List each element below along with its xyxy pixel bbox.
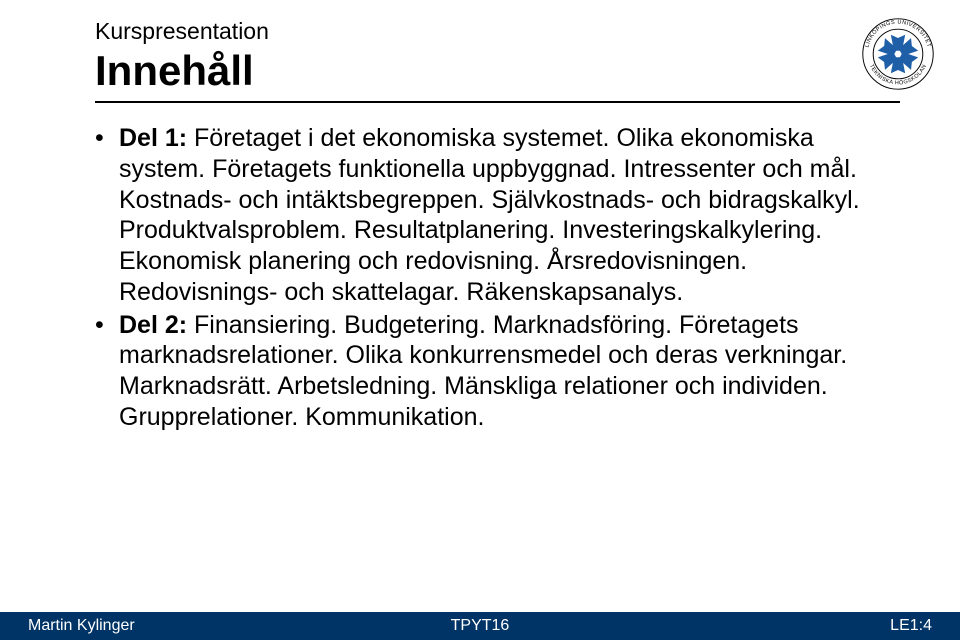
slide-subtitle: Kurspresentation: [95, 18, 900, 45]
university-logo: LINKÖPINGS UNIVERSITET TEKNISKA HÖGSKOLA…: [858, 14, 938, 94]
list-item-lead: Del 2:: [119, 311, 187, 339]
list-item-body: Företaget i det ekonomiska systemet. Oli…: [119, 124, 860, 306]
slide-body: Del 1: Företaget i det ekonomiska system…: [95, 123, 900, 433]
list-item-body: Finansiering. Budgetering. Marknadsförin…: [119, 311, 847, 431]
list-item: Del 1: Företaget i det ekonomiska system…: [95, 123, 870, 308]
footer-author: Martin Kylinger: [28, 617, 329, 635]
list-item: Del 2: Finansiering. Budgetering. Markna…: [95, 310, 870, 433]
slide-title: Innehåll: [95, 47, 900, 95]
footer-course-code: TPYT16: [329, 617, 630, 635]
title-underline: [95, 101, 900, 103]
footer-slide-number: LE1:4: [631, 617, 932, 635]
list-item-lead: Del 1:: [119, 124, 187, 152]
slide-container: LINKÖPINGS UNIVERSITET TEKNISKA HÖGSKOLA…: [0, 0, 960, 640]
slide-footer: Martin Kylinger TPYT16 LE1:4: [0, 612, 960, 640]
